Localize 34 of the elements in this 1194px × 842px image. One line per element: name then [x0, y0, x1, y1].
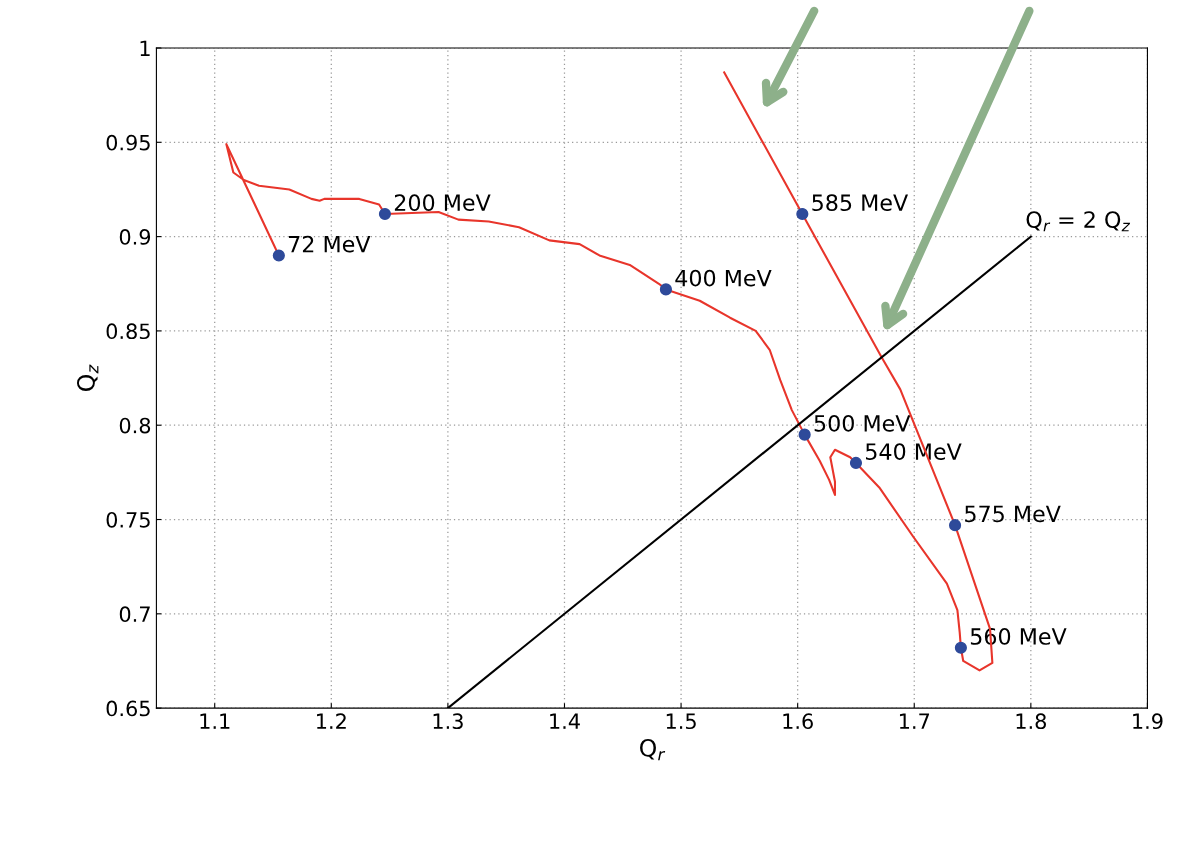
- y-tick-label: 0.95: [106, 134, 150, 151]
- y-tick-label: 0.9: [119, 229, 151, 245]
- y-tick-label: 0.85: [106, 323, 150, 340]
- y-tick-label: 1: [140, 40, 150, 56]
- y-axis-title: Q$_{z}$: [76, 364, 99, 391]
- annotation: 585 MeV: [812, 194, 908, 212]
- y-tick-label: 0.75: [106, 511, 150, 528]
- x-tick-label: 1.9: [1133, 713, 1163, 730]
- y-tick-label: 0.8: [119, 417, 151, 434]
- annotation: 500 MeV: [814, 414, 911, 432]
- x-tick-label: 1.7: [899, 713, 930, 729]
- point: [796, 207, 809, 221]
- x-tick-label: 1.8: [1016, 713, 1046, 730]
- y-tick-label: 0.7: [119, 606, 150, 623]
- annotation: Q$_{r}$ = 2 Q$_{z}$: [1026, 211, 1131, 232]
- annotation: 575 MeV: [965, 505, 1061, 523]
- point: [948, 519, 962, 532]
- x-axis-title: Q$_{r}$: [640, 738, 666, 761]
- x-tick-label: 1.4: [550, 713, 580, 729]
- annotation: 200 MeV: [394, 194, 491, 212]
- point: [272, 249, 285, 262]
- x-tick-label: 1.3: [433, 713, 463, 730]
- x-tick-label: 1.6: [783, 713, 813, 730]
- y-tick-label: 0.65: [106, 700, 150, 717]
- point: [378, 207, 392, 221]
- point: [849, 456, 863, 470]
- annotation: 400 MeV: [675, 269, 772, 287]
- point: [798, 428, 811, 441]
- point: [659, 283, 672, 296]
- x-tick-label: 1.2: [317, 713, 346, 729]
- x-tick-label: 1.1: [200, 713, 230, 729]
- point: [954, 641, 967, 654]
- x-tick-label: 1.5: [666, 713, 696, 730]
- annotation: 72 MeV: [288, 235, 371, 253]
